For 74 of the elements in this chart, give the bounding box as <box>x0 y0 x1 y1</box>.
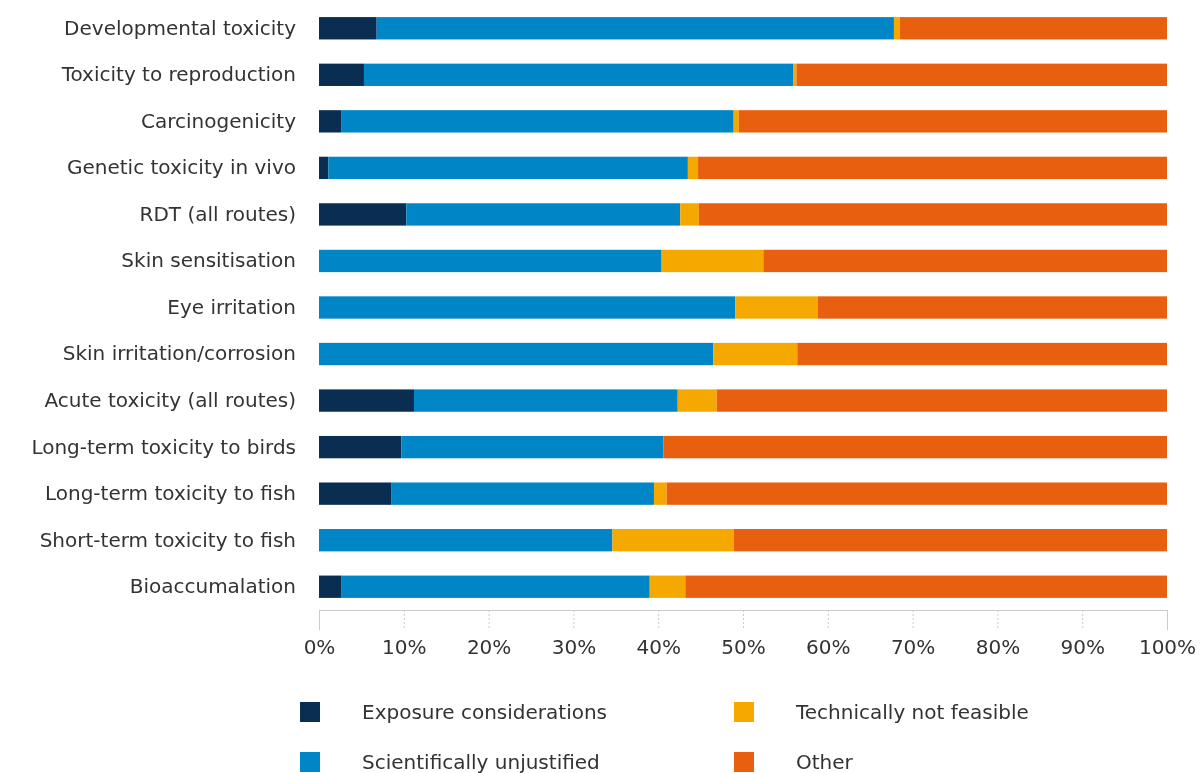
y-tick-label: Bioaccumalation <box>129 574 296 599</box>
bar <box>687 156 699 180</box>
y-tick-label: Acute toxicity (all routes) <box>44 387 296 412</box>
bar <box>341 110 734 133</box>
bar <box>698 203 1167 226</box>
bar <box>319 435 402 459</box>
legend-label: Other <box>796 750 854 773</box>
y-tick-label: Toxicity to reproduction <box>60 62 296 87</box>
y-tick-label: Long-term toxicity to birds <box>31 434 296 459</box>
bar <box>376 17 894 40</box>
x-tick-label: 50% <box>721 635 766 660</box>
x-tick-label: 60% <box>806 635 851 660</box>
bar <box>319 63 364 86</box>
bar <box>612 529 734 552</box>
legend-label: Technically not feasible <box>795 700 1029 724</box>
x-tick-label: 10% <box>382 635 427 660</box>
bar <box>663 435 1167 459</box>
bar <box>817 296 1167 319</box>
bar <box>319 296 736 319</box>
bar <box>763 249 1167 273</box>
y-tick-label: Skin sensitisation <box>121 248 296 273</box>
bar <box>680 203 699 226</box>
bar <box>406 203 681 226</box>
bar <box>391 482 654 505</box>
x-tick-label: 100% <box>1138 635 1197 660</box>
bar <box>319 575 342 598</box>
y-tick-label: Carcinogenicity <box>141 108 297 133</box>
bar <box>796 63 1167 86</box>
bar <box>363 63 794 86</box>
bar <box>319 203 407 226</box>
x-tick-label: 30% <box>551 635 597 660</box>
x-tick-label: 80% <box>975 635 1021 660</box>
bar <box>319 17 377 40</box>
bar <box>649 575 686 598</box>
bar <box>893 17 900 40</box>
bar <box>661 249 764 273</box>
bar <box>733 110 739 133</box>
legend-label: Exposure considerations <box>362 700 608 724</box>
bar <box>666 482 1167 505</box>
bar <box>716 389 1167 412</box>
bar <box>401 435 664 459</box>
x-tick-label: 0% <box>303 635 336 660</box>
bar <box>319 482 392 505</box>
bar <box>733 529 1167 552</box>
x-tick-label: 70% <box>890 635 936 660</box>
bar <box>413 389 678 412</box>
bar <box>735 296 818 319</box>
bar <box>797 342 1167 366</box>
bar <box>713 342 798 366</box>
x-tick-label: 90% <box>1060 635 1105 660</box>
y-tick-label: RDT (all routes) <box>139 201 296 226</box>
bar <box>319 529 613 552</box>
bar <box>319 389 414 412</box>
bar <box>319 342 714 366</box>
y-tick-label: Eye irritation <box>167 294 296 319</box>
bar <box>685 575 1167 598</box>
bar <box>738 110 1167 133</box>
x-tick-label: 40% <box>636 635 681 660</box>
bar <box>328 156 688 180</box>
y-tick-label: Developmental toxicity <box>64 15 297 40</box>
y-tick-label: Skin irritation/corrosion <box>62 341 296 366</box>
bar <box>319 156 329 180</box>
y-tick-label: Genetic toxicity in vivo <box>66 155 296 180</box>
x-tick-label: 20% <box>466 635 512 660</box>
y-tick-label: Short-term toxicity to fish <box>39 527 296 552</box>
bar <box>319 110 342 133</box>
legend-label: Scientifically unjustified <box>362 750 600 773</box>
y-tick-label: Long-term toxicity to fish <box>44 481 296 506</box>
bar <box>341 575 650 598</box>
bar <box>319 249 662 273</box>
bar <box>677 389 717 412</box>
bar <box>698 156 1167 180</box>
bar <box>653 482 667 505</box>
bar <box>899 17 1167 40</box>
